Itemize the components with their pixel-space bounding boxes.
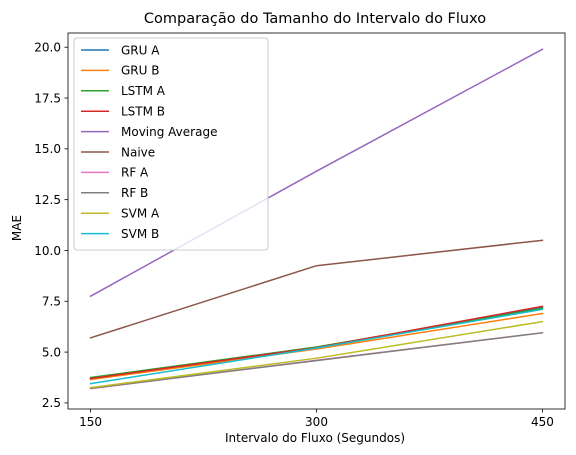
- y-tick-label: 20.0: [34, 41, 61, 55]
- x-axis-label: Intervalo do Fluxo (Segundos): [225, 431, 405, 445]
- legend-label: LSTM A: [121, 84, 166, 98]
- y-tick-label: 12.5: [34, 193, 61, 207]
- legend-label: SVM A: [121, 207, 160, 221]
- chart-title: Comparação do Tamanho do Intervalo do Fl…: [144, 11, 486, 27]
- y-tick-label: 15.0: [34, 142, 61, 156]
- legend-label: Naive: [121, 145, 155, 159]
- legend-label: LSTM B: [121, 105, 165, 119]
- legend-label: GRU A: [121, 43, 160, 57]
- legend-label: RF B: [121, 186, 148, 200]
- legend-label: Moving Average: [121, 125, 217, 139]
- series-line-6: [91, 240, 543, 338]
- y-tick-label: 7.5: [42, 295, 61, 309]
- series-line-8: [91, 333, 543, 388]
- legend-label: SVM B: [121, 227, 159, 241]
- y-tick-label: 2.5: [42, 396, 61, 410]
- x-tick-label: 450: [531, 415, 554, 429]
- x-tick-label: 300: [305, 415, 328, 429]
- y-tick-label: 10.0: [34, 244, 61, 258]
- x-tick-label: 150: [79, 415, 102, 429]
- series-line-9: [91, 322, 543, 388]
- legend-label: GRU B: [121, 64, 159, 78]
- y-tick-label: 17.5: [34, 91, 61, 105]
- y-tick-label: 5.0: [42, 345, 61, 359]
- y-axis-label: MAE: [10, 215, 24, 241]
- legend-label: RF A: [121, 166, 149, 180]
- legend: GRU A GRU B LSTM A LSTM B Moving Average Naiv…: [74, 38, 268, 250]
